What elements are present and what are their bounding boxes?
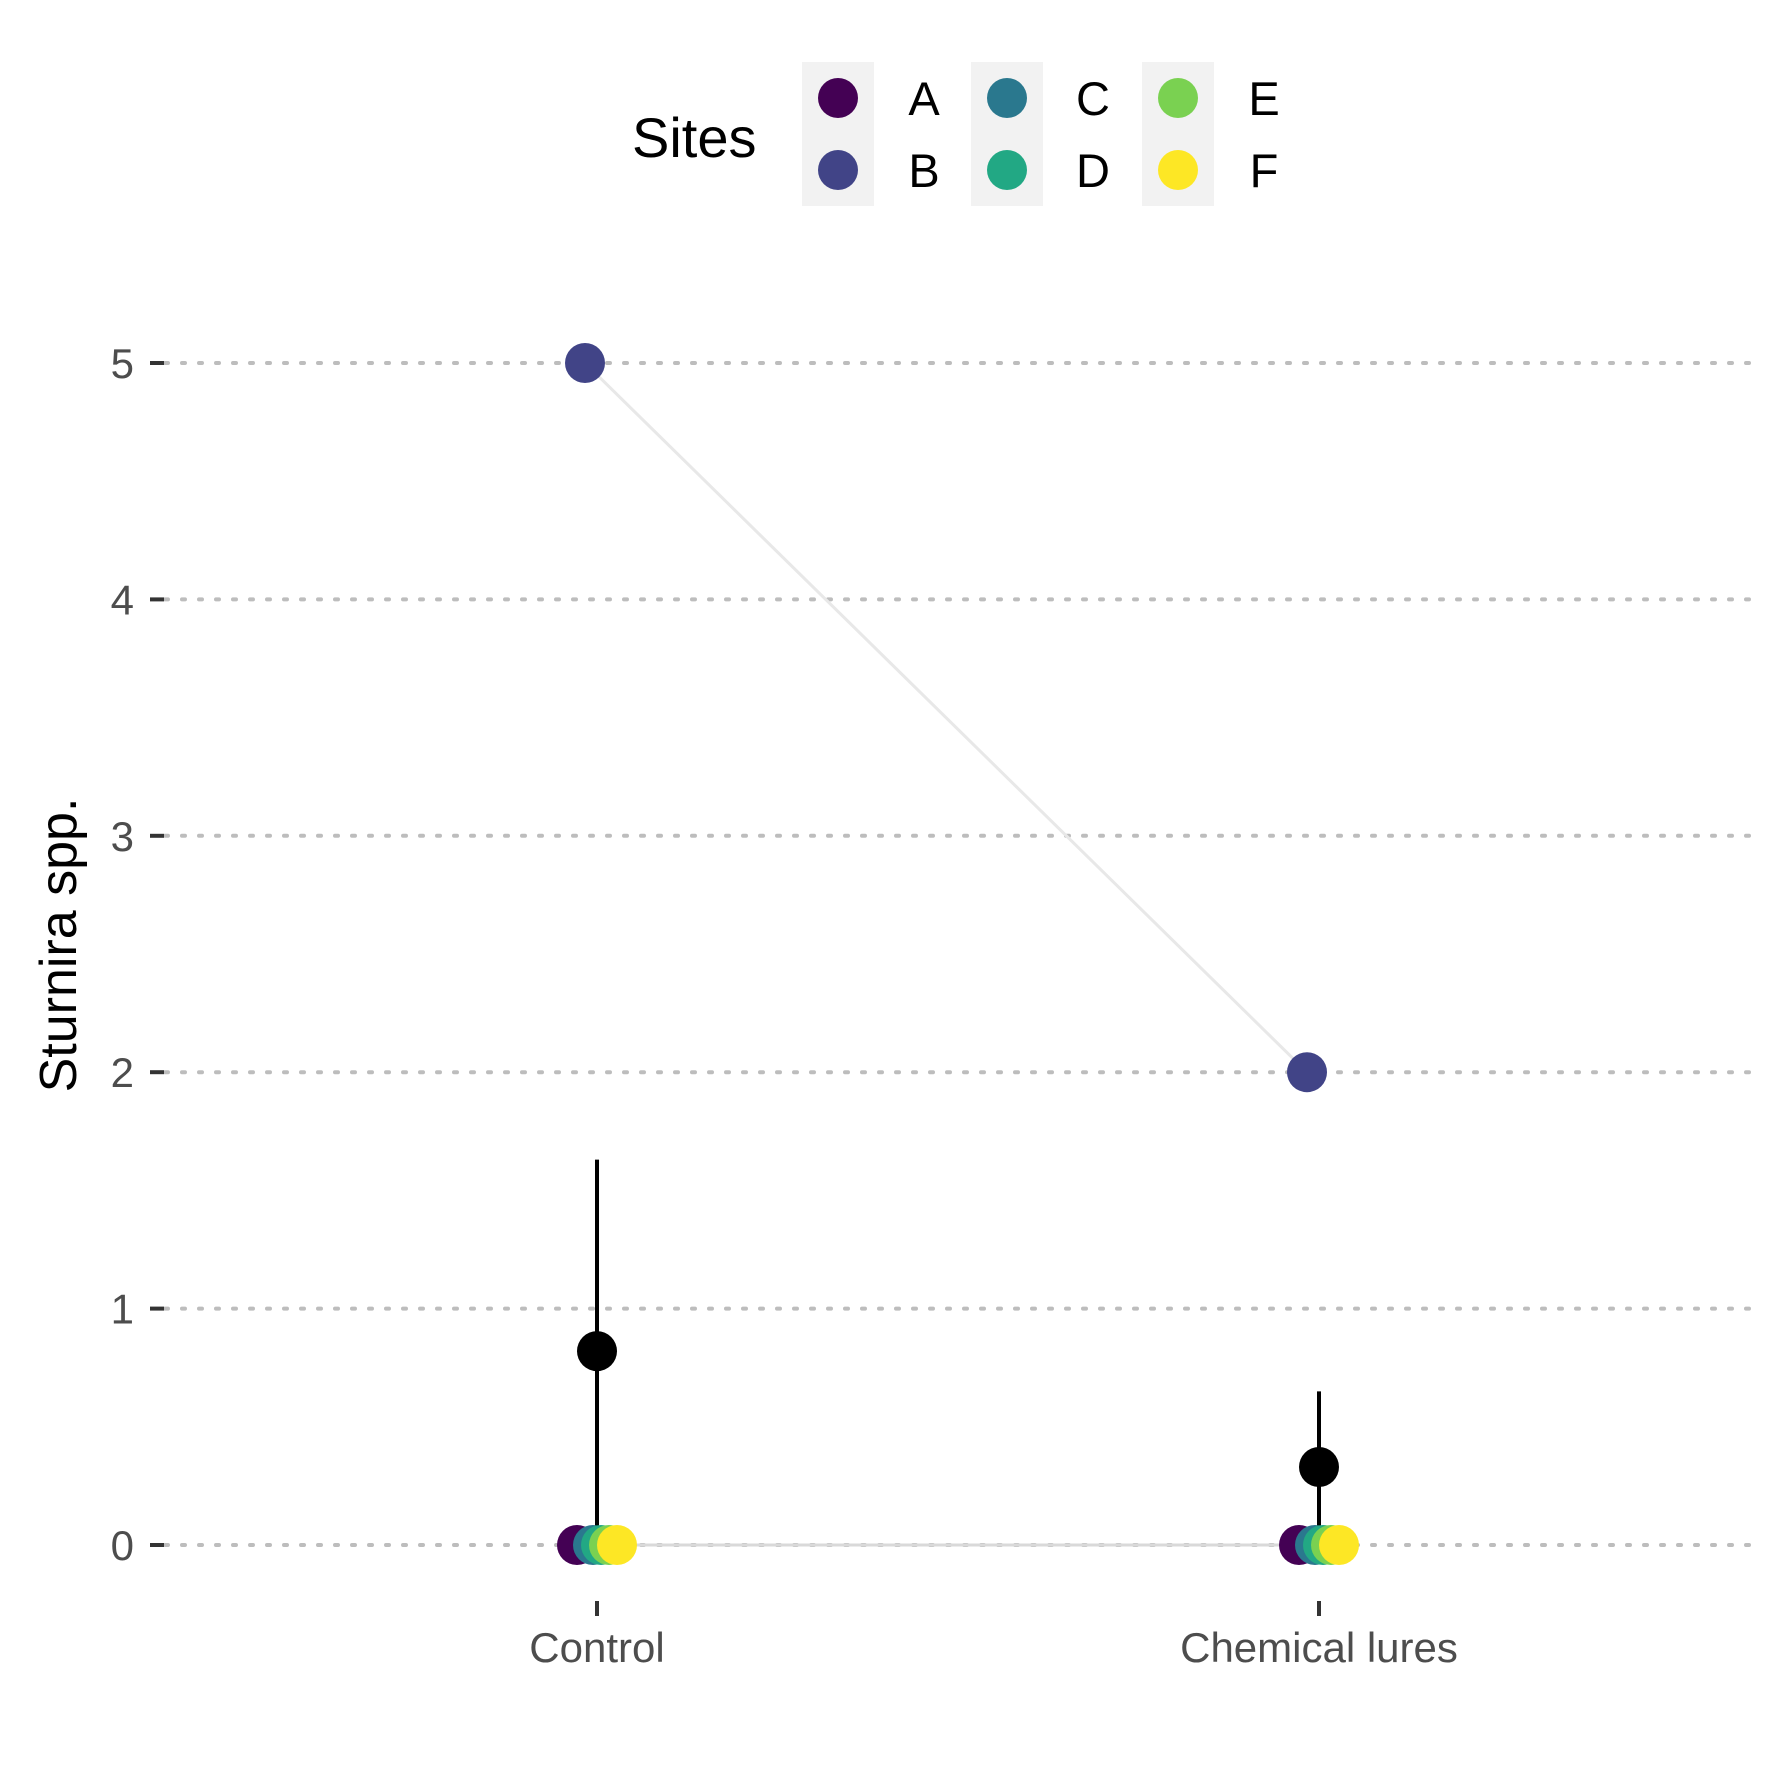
y-tick-label-1: 1 [111, 1286, 134, 1333]
legend-keys: AB CD EF [802, 62, 1280, 206]
y-axis-title: Sturnira spp. [30, 798, 88, 1093]
y-tick-label-3: 3 [111, 813, 134, 860]
legend-key-F [1158, 150, 1198, 190]
x-tick-label-1: Chemical lures [1180, 1624, 1458, 1671]
y-tick-label-5: 5 [111, 340, 134, 387]
legend-label-A: A [908, 72, 940, 125]
y-tick-label-0: 0 [111, 1522, 134, 1569]
point-F-0 [597, 1525, 637, 1565]
summary-layer [577, 1159, 1339, 1545]
legend-key-E [1158, 78, 1198, 118]
point-F-1 [1319, 1525, 1359, 1565]
legend-key-A [818, 78, 858, 118]
site-line-B [583, 361, 1309, 1074]
legend-label-F: F [1250, 144, 1279, 197]
point-B-1 [1287, 1052, 1327, 1093]
legend-key-D [987, 150, 1027, 190]
grid-lines [163, 361, 1757, 1547]
legend-key-B [818, 150, 858, 190]
legend-label-C: C [1076, 72, 1110, 125]
legend-key-C [987, 78, 1027, 118]
site-lines [577, 361, 1339, 1547]
legend: Sites AB CD EF [632, 62, 1280, 206]
x-axis: Control Chemical lures [529, 1601, 1458, 1671]
y-axis: 0 1 2 3 4 5 [111, 340, 164, 1569]
y-tick-label-2: 2 [111, 1049, 134, 1096]
legend-label-E: E [1248, 72, 1279, 125]
legend-title: Sites [632, 106, 757, 169]
summary-mean-1 [1299, 1446, 1339, 1487]
site-points [557, 343, 1359, 1565]
legend-label-B: B [908, 144, 939, 197]
summary-mean-0 [577, 1331, 617, 1372]
x-tick-label-0: Control [529, 1624, 664, 1671]
legend-label-D: D [1076, 144, 1110, 197]
y-tick-label-4: 4 [111, 576, 134, 623]
point-B-0 [565, 343, 605, 383]
